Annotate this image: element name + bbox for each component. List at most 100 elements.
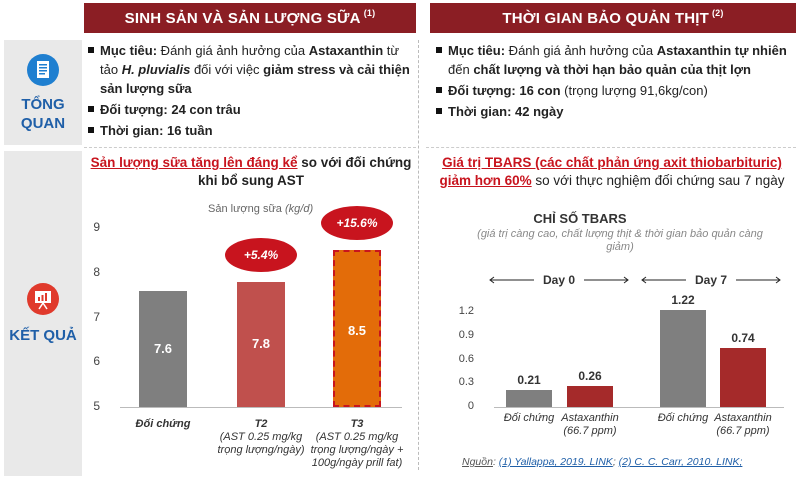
tbars-chart-bar bbox=[660, 310, 706, 407]
overview-label: TỔNG QUAN bbox=[21, 95, 65, 133]
tbars-chart-category: Đối chứng bbox=[657, 412, 709, 424]
goal-left-bold2: giảm stress và cải thiện sản lượng sữa bbox=[100, 62, 410, 96]
column-divider bbox=[418, 40, 419, 470]
milk-chart-bar: 7.8 bbox=[237, 281, 285, 407]
tbars-chart-category: Astaxanthin (66.7 ppm) bbox=[714, 412, 772, 437]
header-right: THỜI GIAN BẢO QUẢN THỊT (2) bbox=[430, 3, 796, 33]
milk-chart-ylabel: Sản lượng sữa (kg/d) bbox=[208, 203, 313, 215]
goal-right-text2: đến bbox=[448, 62, 474, 77]
day7-range: Day 7 bbox=[640, 273, 782, 287]
day0-label: Day 0 bbox=[542, 273, 576, 287]
header-right-ref: (2) bbox=[711, 8, 724, 18]
milk-chart-ytick: 8 bbox=[93, 264, 100, 279]
milk-chart-ytick: 5 bbox=[93, 399, 100, 413]
row-divider-right bbox=[426, 147, 796, 148]
day0-range: Day 0 bbox=[488, 273, 630, 287]
overview-label-line1: TỔNG bbox=[21, 95, 65, 113]
left-chart-header-red: Sản lượng sữa tăng lên đáng kể bbox=[90, 155, 298, 170]
results-label: KẾT QUẢ bbox=[9, 327, 77, 344]
milk-chart-category-note: (AST 0.25 mg/kg trọng lượng/ngày + 100g/… bbox=[310, 431, 404, 469]
day7-arrow bbox=[641, 276, 781, 284]
header-left-title: SINH SẢN VÀ SẢN LƯỢNG SỮA bbox=[124, 9, 361, 27]
milk-chart-category: Đối chứng bbox=[108, 418, 218, 431]
right-chart-header-red1: Giá trị TBARS (các chất phản ứng axit th… bbox=[442, 155, 782, 170]
goal-right: Mục tiêu: Đánh giá ảnh hưởng của Astaxan… bbox=[436, 41, 788, 79]
source-end: ; bbox=[739, 456, 743, 468]
milk-chart-ytick: 9 bbox=[93, 220, 100, 234]
tbars-chart-category: Đối chứng bbox=[503, 412, 555, 424]
header-right-title: THỜI GIAN BẢO QUẢN THỊT bbox=[502, 9, 709, 27]
goal-left-label: Mục tiêu: bbox=[100, 43, 158, 58]
milk-chart-bar: 8.5 bbox=[333, 250, 381, 407]
time-left: Thời gian: 16 tuần bbox=[88, 121, 418, 140]
goal-right-label: Mục tiêu: bbox=[448, 43, 506, 58]
tbars-chart-bar-label: 0.21 bbox=[517, 373, 541, 388]
left-chart-header: Sản lượng sữa tăng lên đáng kể so với đố… bbox=[86, 154, 416, 190]
overview-label-line2: QUAN bbox=[20, 114, 66, 132]
goal-left-bold1: Astaxanthin bbox=[308, 43, 384, 58]
milk-chart-ytick: 6 bbox=[93, 354, 100, 369]
sidebar-results: KẾT QUẢ bbox=[4, 151, 82, 476]
tbars-chart-xaxis bbox=[494, 407, 784, 408]
source-separator: ; bbox=[612, 456, 619, 468]
goal-left-text3: đối với việc bbox=[190, 62, 264, 77]
milk-chart-bar: 7.6 bbox=[139, 290, 187, 407]
subject-right: Đối tượng: 16 con (trọng lượng 91,6kg/co… bbox=[436, 81, 788, 100]
source-link-1[interactable]: (1) Yallappa, 2019. LINK bbox=[498, 456, 613, 468]
subject-right-bold: Đối tượng: 16 con bbox=[448, 83, 561, 98]
time-right: Thời gian: 42 ngày bbox=[436, 102, 788, 121]
tbars-chart-bar-label: 1.22 bbox=[671, 293, 695, 308]
day7-label: Day 7 bbox=[694, 273, 728, 287]
tbars-chart-bar bbox=[720, 348, 766, 407]
milk-chart-category-name: Đối chứng bbox=[135, 418, 191, 430]
overview-left: Mục tiêu: Đánh giá ảnh hưởng của Astaxan… bbox=[88, 41, 418, 142]
milk-chart-category: T2 (AST 0.25 mg/kg trọng lượng/ngày) bbox=[206, 418, 316, 457]
tbars-chart-subtitle: (giá trị càng cao, chất lượng thịt & thờ… bbox=[477, 228, 763, 253]
goal-right-bold2: chất lượng và thời hạn bảo quản của thịt… bbox=[473, 62, 751, 77]
goal-left-italic: H. pluvialis bbox=[121, 62, 191, 77]
milk-chart-category-name: T2 bbox=[254, 418, 268, 430]
tbars-chart-ytick: 0 bbox=[467, 400, 474, 412]
subject-left: Đối tượng: 24 con trâu bbox=[88, 100, 418, 119]
right-chart-header-red2: giảm hơn 60% bbox=[439, 173, 532, 188]
tbars-chart-category: Astaxanthin (66.7 ppm) bbox=[561, 412, 619, 437]
subject-right-rest: (trọng lượng 91,6kg/con) bbox=[560, 83, 708, 98]
milk-chart-ylabel-text: Sản lượng sữa bbox=[208, 203, 282, 215]
milk-chart-bar-label: 7.6 bbox=[153, 340, 173, 356]
milk-chart-category: T3 (AST 0.25 mg/kg trọng lượng/ngày + 100… bbox=[302, 418, 412, 470]
goal-left: Mục tiêu: Đánh giá ảnh hưởng của Astaxan… bbox=[88, 41, 418, 98]
tbars-chart-ytick: 0.3 bbox=[458, 376, 474, 389]
tbars-chart-ytick: 1.2 bbox=[458, 305, 474, 317]
source-link-2[interactable]: (2) C. C. Carr, 2010. LINK bbox=[618, 456, 740, 468]
tbars-chart-ytick: 0.6 bbox=[458, 352, 474, 365]
milk-chart-category-note: (AST 0.25 mg/kg trọng lượng/ngày) bbox=[217, 431, 305, 456]
left-chart-header-line2: khi bổ sung AST bbox=[198, 173, 304, 188]
left-chart-header-rest: so với đối chứng bbox=[297, 155, 412, 170]
goal-right-bold1: Astaxanthin tự nhiên bbox=[656, 43, 787, 58]
right-chart-header-rest: so với thực nghiệm đối chứng sau 7 ngày bbox=[531, 173, 785, 188]
milk-chart-bar-label: 8.5 bbox=[347, 322, 367, 338]
sidebar-overview: TỔNG QUAN bbox=[4, 40, 82, 145]
day0-arrow bbox=[489, 276, 629, 284]
header-left-ref: (1) bbox=[363, 8, 376, 18]
milk-chart-increase-badge: +5.4% bbox=[225, 237, 297, 272]
milk-chart-category-name: T3 bbox=[350, 418, 364, 430]
tbars-chart-bar bbox=[567, 386, 613, 407]
milk-chart-ytick: 7 bbox=[93, 309, 100, 324]
goal-left-text1: Đánh giá ảnh hưởng của bbox=[157, 43, 309, 58]
goal-left-text2: từ tảo bbox=[100, 43, 400, 77]
milk-chart-increase-badge: +15.6% bbox=[321, 206, 393, 241]
tbars-chart-bar-label: 0.26 bbox=[578, 369, 602, 384]
tbars-chart-bar bbox=[506, 390, 552, 407]
row-divider-left bbox=[84, 147, 416, 148]
source-note: Nguồn: (1) Yallappa, 2019. LINK; (2) C. … bbox=[462, 456, 743, 468]
right-chart-header: Giá trị TBARS (các chất phản ứng axit th… bbox=[428, 154, 796, 190]
header-left: SINH SẢN VÀ SẢN LƯỢNG SỮA (1) bbox=[84, 3, 416, 33]
presentation-chart-icon bbox=[27, 283, 59, 315]
tbars-chart-title: CHỈ SỐ TBARS bbox=[533, 211, 627, 226]
milk-chart-xaxis bbox=[120, 407, 402, 408]
overview-right: Mục tiêu: Đánh giá ảnh hưởng của Astaxan… bbox=[436, 41, 788, 123]
milk-chart-yunit: (kg/d) bbox=[285, 203, 314, 215]
tbars-chart-ytick: 0.9 bbox=[458, 328, 474, 341]
goal-right-text1: Đánh giá ảnh hưởng của bbox=[505, 43, 657, 58]
